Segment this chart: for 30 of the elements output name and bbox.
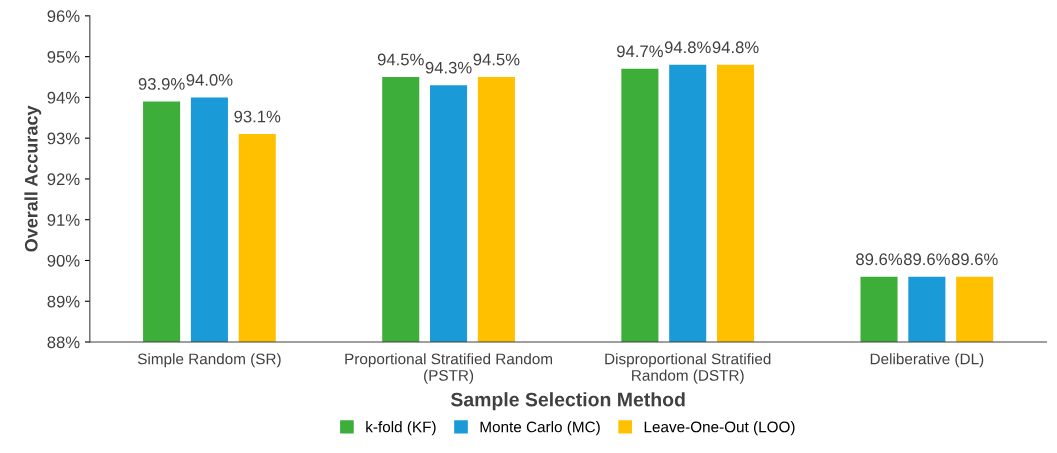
y-tick-label: 95% [47,51,80,63]
data-label: 94.8% [664,41,711,54]
legend-label: Leave-One-Out (LOO) [644,421,795,436]
data-label: 94.5% [377,53,424,66]
legend-label: Monte Carlo (MC) [480,421,600,436]
data-label: 89.6% [951,253,998,266]
x-tick-label: Disproportional Stratified Random (DSTR) [605,353,771,384]
legend-label: k-fold (KF) [366,421,436,436]
y-tick-label: 88% [47,336,80,349]
data-label: 94.0% [186,73,233,86]
y-tick-label: 94% [47,91,80,104]
data-label: 94.8% [712,41,759,54]
y-tick-label: 93% [47,132,80,145]
data-label: 89.6% [856,253,903,266]
data-label: 94.3% [425,61,472,74]
data-label: 93.9% [138,78,185,90]
y-tick-label: 96% [47,10,80,23]
y-axis-title: Overall Accuracy [24,105,42,252]
y-tick-label: 89% [47,295,80,308]
data-label: 89.6% [903,253,950,266]
x-tick-label: Proportional Stratified Random (PSTR) [345,353,553,384]
data-label: 94.7% [617,45,663,58]
data-label: 93.1% [234,110,281,123]
x-tick-label: Deliberative (DL) [870,353,984,368]
x-tick-label: Simple Random (SR) [137,353,281,368]
y-tick-label: 90% [47,254,80,267]
data-label: 94.5% [473,53,520,66]
y-tick-label: 91% [47,214,80,226]
x-axis-title: Sample Selection Method [450,392,685,411]
y-tick-label: 92% [47,173,80,186]
